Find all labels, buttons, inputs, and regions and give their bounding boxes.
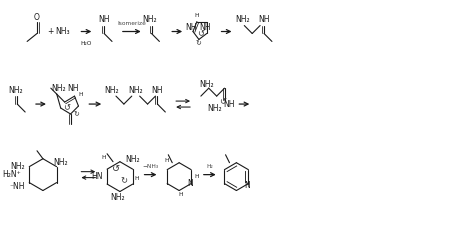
Text: ↻: ↻ bbox=[120, 176, 128, 185]
Text: ↻: ↻ bbox=[73, 111, 80, 117]
Text: H: H bbox=[135, 176, 139, 181]
Text: Isomerize: Isomerize bbox=[118, 21, 146, 26]
Text: ⁻NH: ⁻NH bbox=[9, 182, 25, 191]
Text: ↺: ↺ bbox=[63, 104, 70, 112]
Text: NH: NH bbox=[67, 84, 78, 93]
Text: NH: NH bbox=[99, 15, 110, 24]
Text: NH: NH bbox=[258, 15, 270, 24]
Text: NH₂: NH₂ bbox=[105, 86, 119, 95]
Text: H: H bbox=[78, 92, 82, 97]
Text: N: N bbox=[187, 179, 193, 188]
Text: NH₂: NH₂ bbox=[110, 193, 125, 202]
Text: NH₂: NH₂ bbox=[142, 15, 157, 24]
Text: NH₂: NH₂ bbox=[235, 15, 250, 24]
Text: H: H bbox=[101, 155, 105, 160]
Text: NH₂: NH₂ bbox=[8, 86, 23, 95]
Text: NH: NH bbox=[199, 23, 210, 32]
Text: HN: HN bbox=[91, 172, 103, 181]
Text: −NH₃: −NH₃ bbox=[142, 164, 159, 169]
Text: N: N bbox=[245, 181, 250, 190]
Text: NH₂: NH₂ bbox=[128, 86, 143, 95]
Text: H: H bbox=[195, 174, 199, 179]
Text: NH₂: NH₂ bbox=[10, 162, 25, 171]
Text: H₂O: H₂O bbox=[81, 41, 92, 46]
Text: NH₂: NH₂ bbox=[51, 84, 66, 93]
Text: NH₂: NH₂ bbox=[126, 155, 140, 164]
Text: NH₂: NH₂ bbox=[200, 80, 214, 89]
Text: +: + bbox=[48, 27, 54, 36]
Text: NH: NH bbox=[223, 100, 234, 109]
Text: H: H bbox=[164, 158, 169, 163]
Text: NH₂: NH₂ bbox=[207, 104, 222, 112]
Text: NH₃: NH₃ bbox=[55, 27, 70, 36]
Text: O: O bbox=[34, 13, 40, 22]
Text: H: H bbox=[195, 13, 199, 18]
Text: ↻: ↻ bbox=[196, 41, 202, 46]
Text: H: H bbox=[179, 192, 183, 197]
Text: NH: NH bbox=[185, 23, 197, 32]
Text: ↺: ↺ bbox=[219, 98, 226, 106]
Text: H₂N⁺: H₂N⁺ bbox=[2, 170, 21, 179]
Text: NH: NH bbox=[152, 86, 163, 95]
Text: ↺: ↺ bbox=[197, 29, 204, 38]
Text: H₂: H₂ bbox=[206, 164, 213, 169]
Text: ↺: ↺ bbox=[112, 164, 120, 174]
Text: NH₂: NH₂ bbox=[54, 158, 68, 167]
